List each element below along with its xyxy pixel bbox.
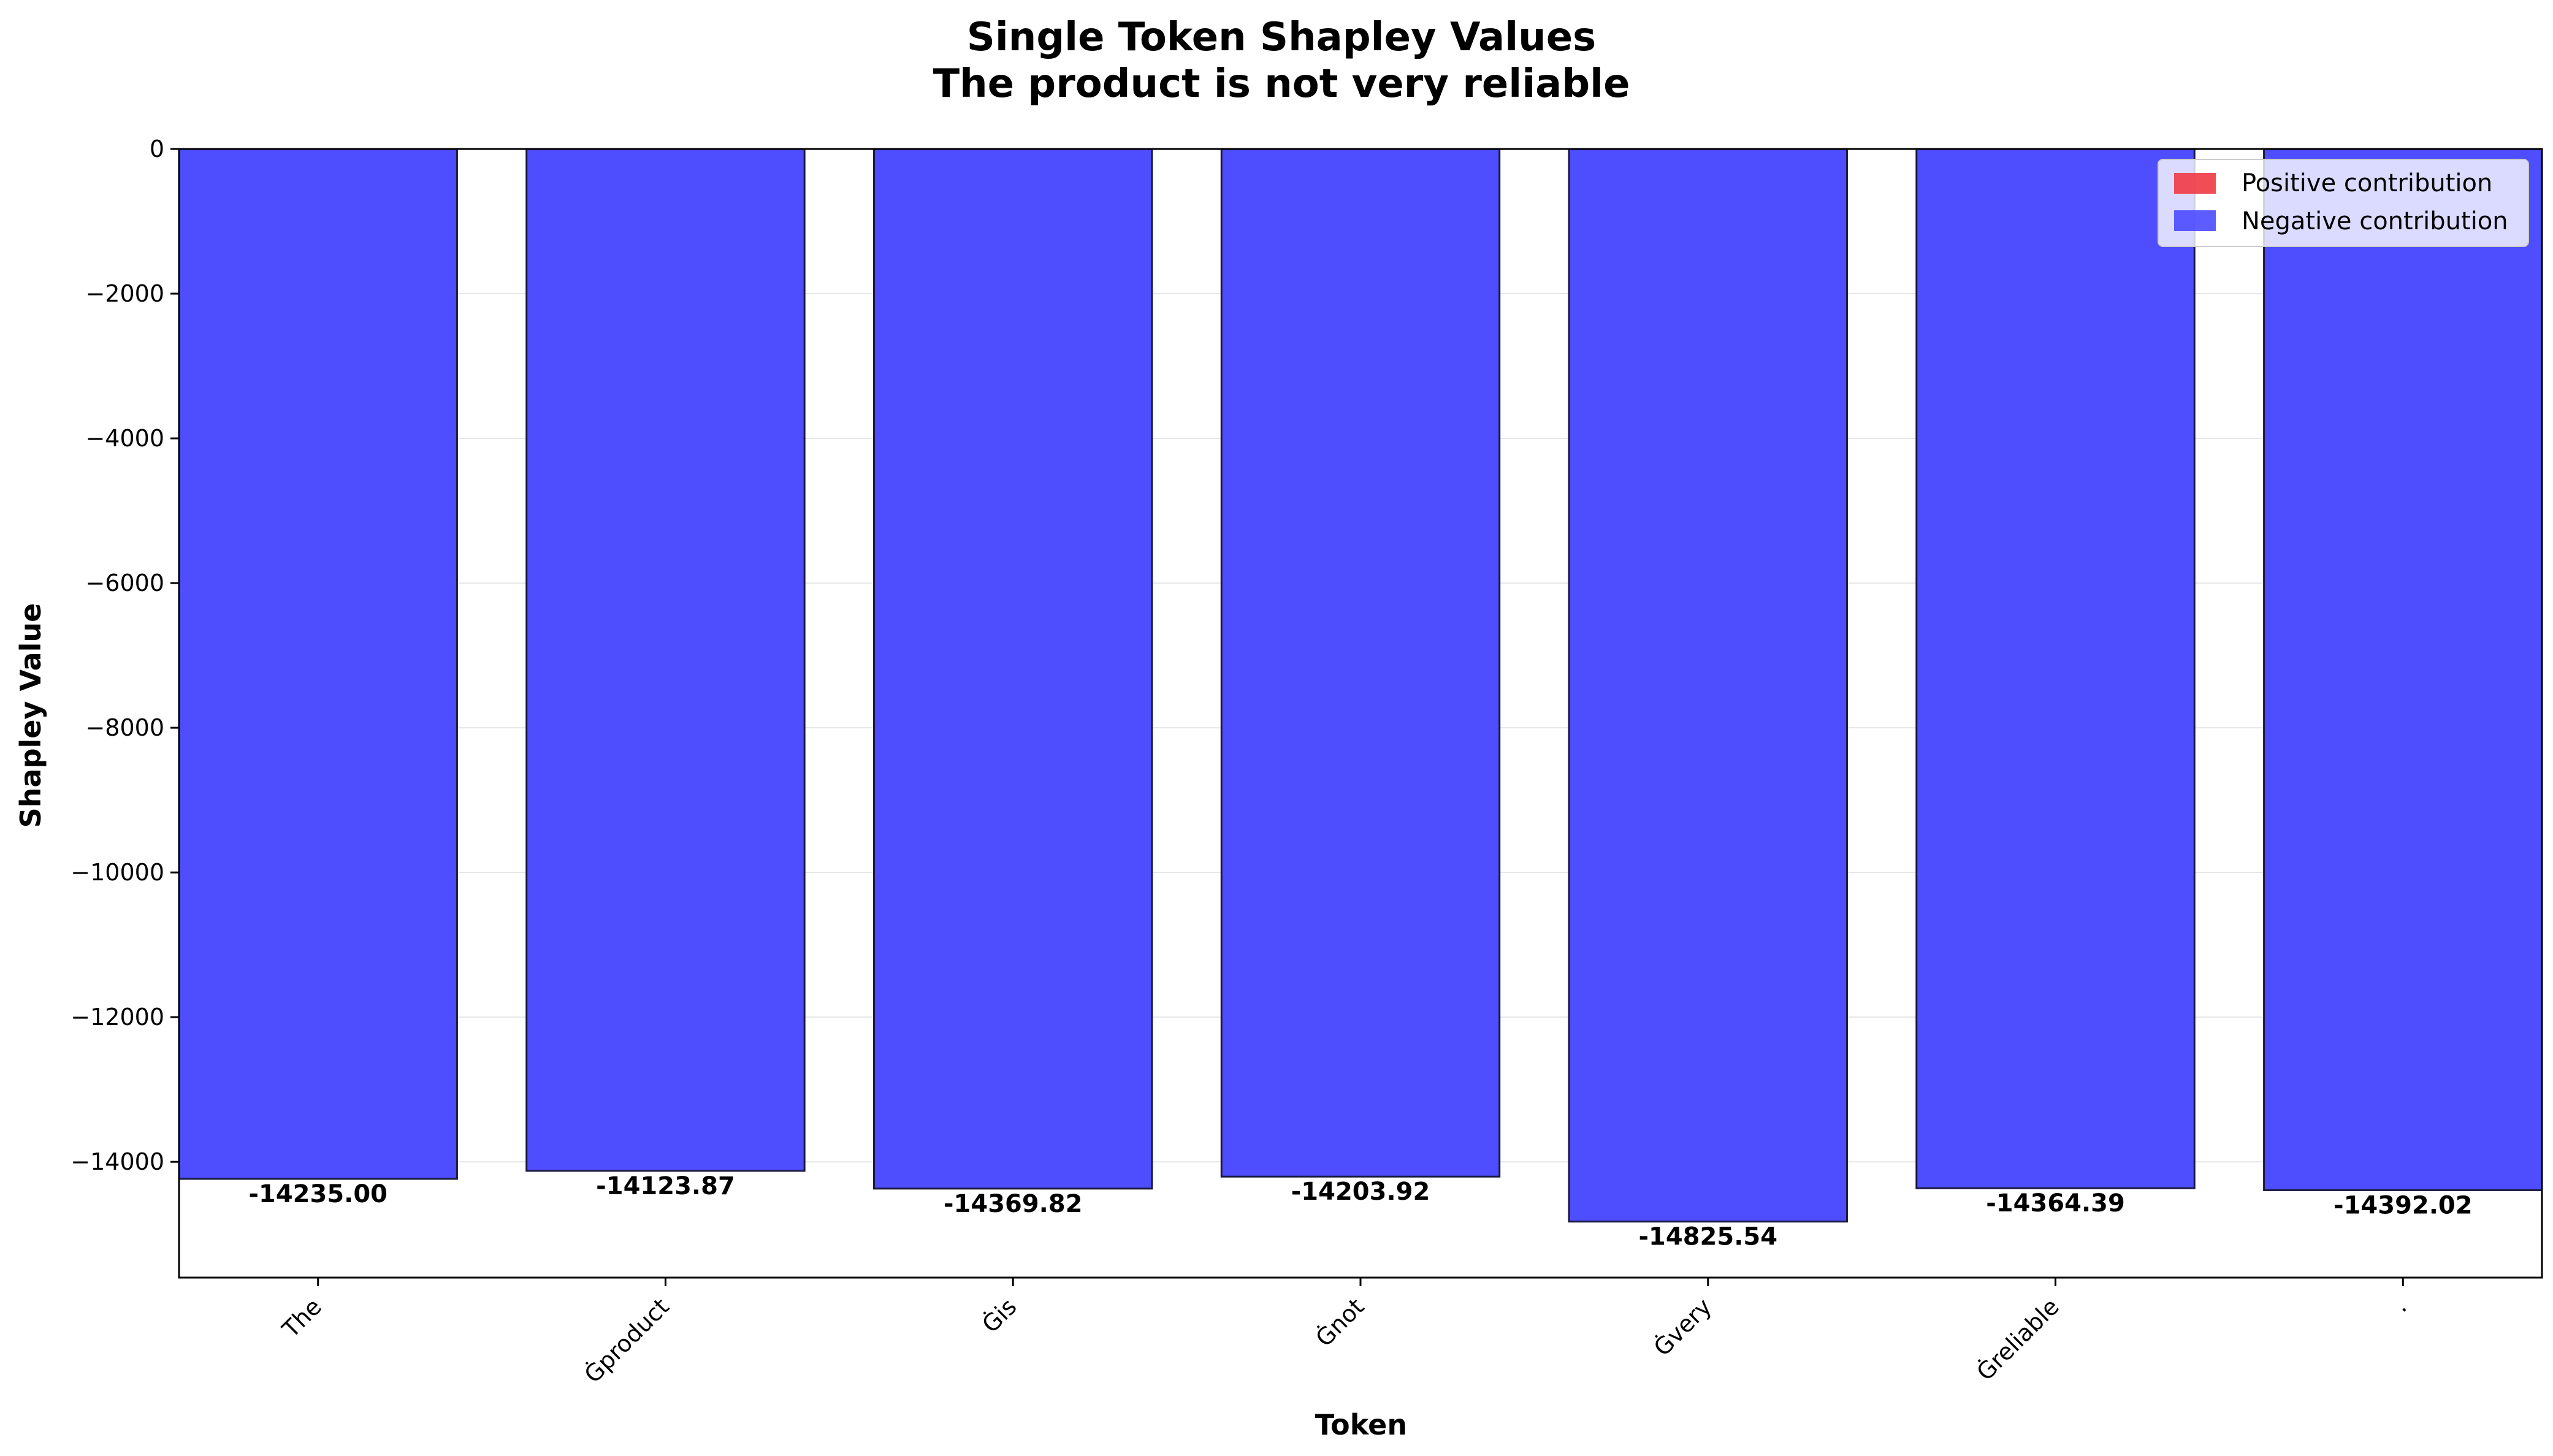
- x-tick-label: Ġvery: [1649, 1293, 1717, 1361]
- y-tick-label: −4000: [85, 425, 164, 452]
- x-tick-label: The: [277, 1293, 327, 1343]
- bar: [1568, 148, 1848, 1223]
- data-labels: -14235.00 -14123.87 -14369.82 -14203.92 -148…: [248, 1172, 2472, 1251]
- x-axis-label: Token: [1315, 1408, 1407, 1441]
- x-tick-label: Ġnot: [1310, 1293, 1369, 1352]
- y-tick-label: −14000: [71, 1148, 164, 1175]
- legend: Positive contribution Negative contribut…: [2158, 159, 2529, 247]
- bar: [2263, 148, 2543, 1191]
- legend-label-negative: Negative contribution: [2242, 207, 2508, 235]
- x-tick-label: .: [2387, 1293, 2412, 1317]
- bar: [873, 148, 1153, 1190]
- data-label: -14392.02: [2334, 1191, 2473, 1219]
- data-label: -14235.00: [248, 1180, 387, 1208]
- bar: [178, 148, 458, 1180]
- data-label: -14203.92: [1291, 1178, 1430, 1206]
- y-tick-label: −10000: [71, 859, 164, 886]
- bar: [1915, 148, 2196, 1189]
- x-tick-label: Ġreliable: [1972, 1293, 2064, 1385]
- bar: [525, 148, 806, 1172]
- legend-label-positive: Positive contribution: [2242, 169, 2492, 197]
- y-tick-label: −2000: [85, 280, 164, 307]
- data-label: -14364.39: [1986, 1189, 2125, 1218]
- y-tick-label: 0: [150, 135, 164, 162]
- chart-title: Single Token Shapley Values: [967, 15, 1596, 60]
- data-label: -14123.87: [596, 1172, 735, 1200]
- bars: [178, 148, 2543, 1223]
- y-tick-label: −6000: [85, 570, 164, 597]
- legend-swatch-positive: [2174, 173, 2216, 194]
- legend-swatch-negative: [2174, 210, 2216, 231]
- y-axis-ticks: 0 −2000 −4000 −6000 −8000 −10000 −12000 −14000: [71, 135, 179, 1175]
- y-tick-label: −8000: [85, 714, 164, 741]
- y-tick-label: −12000: [71, 1004, 164, 1031]
- bar: [1220, 148, 1501, 1178]
- chart-subtitle: The product is not very reliable: [933, 61, 1630, 107]
- x-tick-label: Ġproduct: [579, 1293, 674, 1388]
- x-axis-ticks: The Ġproduct Ġis Ġnot Ġvery Ġreliable.: [277, 1278, 2412, 1389]
- data-label: -14825.54: [1638, 1223, 1777, 1251]
- legend-box: [2158, 159, 2529, 247]
- y-axis-label: Shapley Value: [14, 603, 47, 828]
- data-label: -14369.82: [944, 1190, 1083, 1218]
- x-tick-label: Ġis: [977, 1293, 1021, 1338]
